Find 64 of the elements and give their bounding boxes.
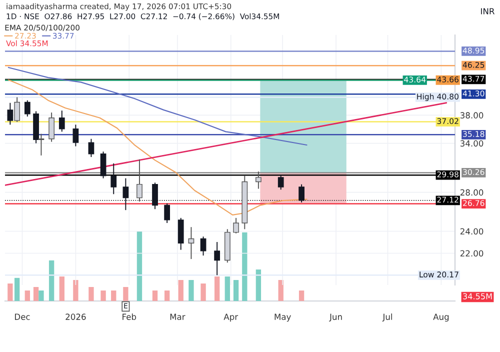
bar [111, 290, 116, 301]
x-tick-label: Aug [433, 314, 449, 322]
x-tick-label: Dec [14, 314, 30, 320]
bar [164, 290, 170, 301]
bar [152, 290, 158, 301]
bar [224, 276, 230, 301]
candlestick [200, 236, 206, 256]
bar [59, 276, 64, 301]
candlestick [178, 217, 184, 250]
candlestick [164, 202, 170, 224]
y-tick-label: 34.00 [460, 140, 484, 147]
bar [214, 276, 220, 301]
bar [14, 278, 20, 301]
line-series [8, 79, 308, 216]
bar [188, 280, 194, 301]
y-tick-label: 22.00 [460, 250, 484, 257]
bar [38, 290, 44, 301]
candlestick [136, 158, 142, 202]
bar [48, 260, 54, 301]
x-tick-label: Jun [329, 314, 342, 322]
bar [100, 290, 106, 301]
bar [136, 231, 142, 301]
candlestick [24, 100, 30, 118]
bar [256, 270, 262, 301]
bar [88, 287, 94, 301]
candlestick [214, 242, 220, 276]
candlestick [233, 217, 239, 234]
x-tick-label: 2026 [66, 314, 86, 320]
candlestick [188, 226, 194, 260]
candlestick [58, 110, 65, 132]
bar [233, 280, 239, 301]
y-tick-label: 28.00 [460, 189, 484, 196]
x-tick-label: Jul [382, 314, 392, 322]
candlestick [88, 138, 94, 158]
candlestick [38, 133, 44, 156]
x-tick-label: Mar [170, 314, 186, 320]
text: INR [481, 8, 494, 14]
bar [242, 232, 248, 301]
candlestick [100, 151, 106, 179]
candlestick [152, 182, 158, 210]
text: 34.55M [463, 293, 492, 300]
bar [73, 280, 78, 301]
line-series [8, 66, 308, 146]
candlestick [122, 178, 129, 211]
bar [33, 287, 39, 301]
candlestick [7, 102, 14, 126]
bar [298, 290, 304, 301]
candlestick [14, 96, 20, 122]
candlestick [256, 171, 262, 190]
bar [178, 280, 184, 301]
candlestick [278, 174, 284, 190]
x-tick-label: Apr [224, 314, 238, 322]
candlestick [110, 162, 117, 195]
bar [24, 290, 30, 301]
x-tick-label: May [274, 314, 291, 322]
candlestick [48, 112, 54, 142]
candlestick [298, 184, 304, 203]
y-tick-label: 38.00 [460, 112, 484, 118]
candlestick [72, 124, 79, 147]
y-tick-label: 24.00 [460, 228, 484, 235]
x-tick-label: Feb [122, 314, 136, 320]
bar [8, 284, 13, 301]
bar [200, 284, 206, 301]
bar [278, 280, 284, 301]
